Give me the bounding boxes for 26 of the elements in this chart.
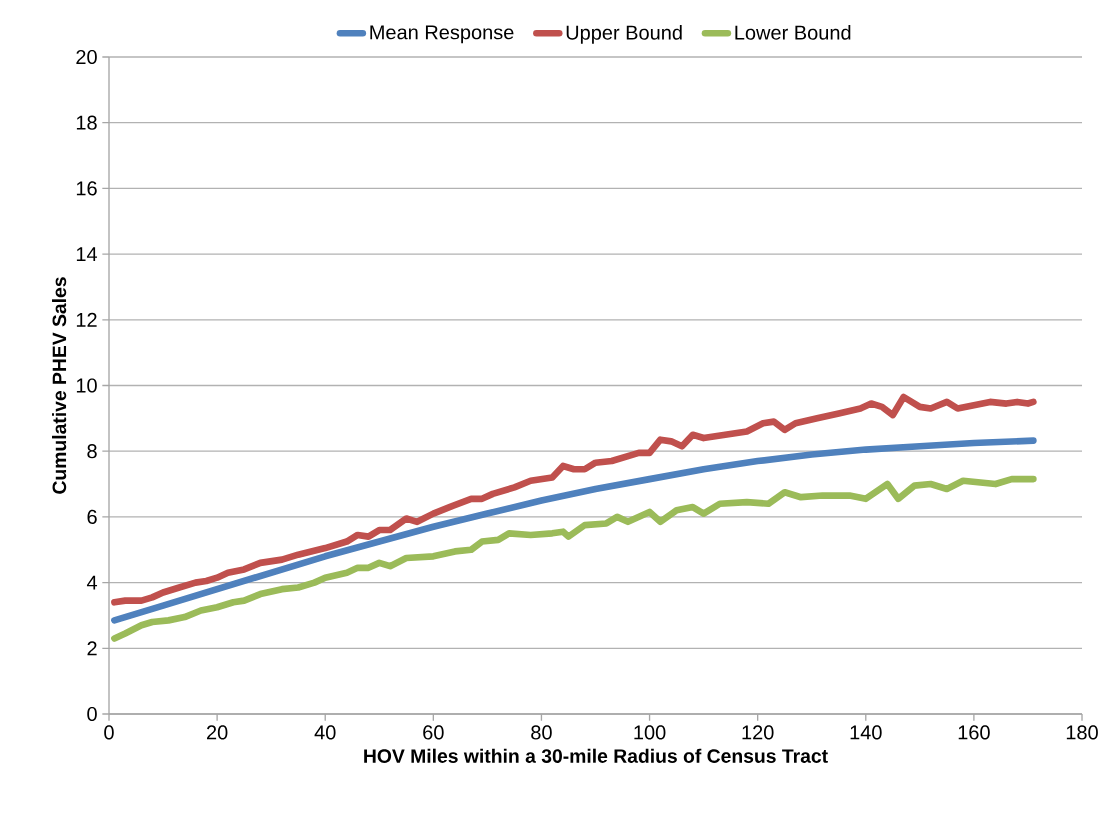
y-tick-label: 18 [76,115,97,130]
y-tick-label: 0 [87,706,97,722]
x-tick-label: 40 [314,725,336,740]
legend-label: Lower Bound [735,25,851,40]
x-tick-label: 160 [958,725,990,740]
legend-label: Upper Bound [566,25,682,44]
y-tick-label: 12 [76,312,97,327]
y-tick-label: 14 [76,247,98,261]
y-axis-title: Cumulative PHEV Sales [52,277,67,494]
y-tick-label: 8 [87,444,97,459]
x-tick-label: 120 [742,725,774,740]
y-tick-label: 20 [76,49,97,65]
x-tick-label: 180 [1066,725,1098,740]
y-tick-label: 6 [87,509,97,524]
legend-label: Mean Response [370,25,514,44]
y-tick-label: 2 [87,641,97,656]
x-axis-title: HOV Miles within a 30-mile Radius of Census Tract [364,748,828,763]
x-tick-label: 0 [104,725,114,740]
x-tick-label: 80 [531,725,552,740]
y-tick-label: 10 [76,378,97,393]
x-tick-label: 140 [850,725,882,740]
y-tick-label: 4 [86,575,98,590]
x-tick-label: 20 [206,725,228,740]
y-tick-label: 16 [76,181,97,196]
x-tick-label: 100 [634,725,666,740]
x-tick-label: 60 [423,725,444,740]
